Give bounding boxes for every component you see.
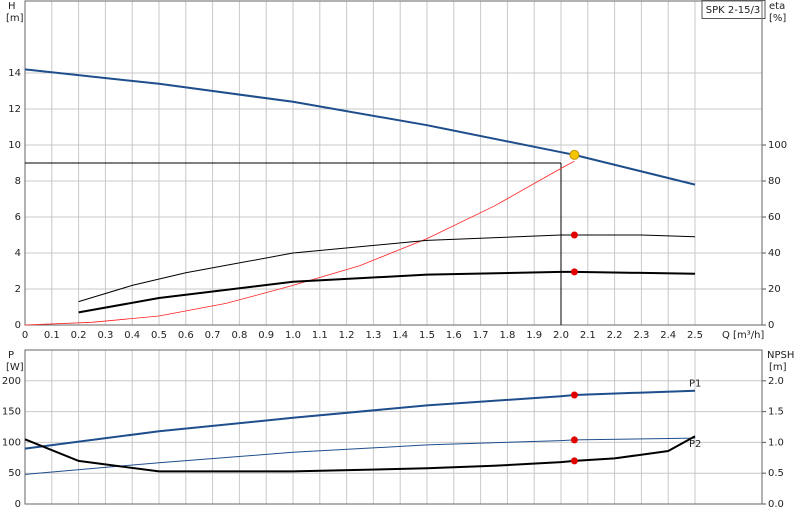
y2-tick-label: 0.0 <box>768 499 784 510</box>
x-tick-label: 1.7 <box>473 330 489 341</box>
y-tick-label: 150 <box>2 407 21 418</box>
x-tick-label: 2.2 <box>607 330 623 341</box>
y-tick-label: 12 <box>8 104 21 115</box>
x-tick-label: 0.2 <box>71 330 87 341</box>
legend-label: P1 <box>689 379 701 390</box>
x-tick-label: 1.3 <box>365 330 381 341</box>
series-line <box>24 160 575 326</box>
y-tick-label: 0 <box>15 320 21 331</box>
x-tick-label: 0.4 <box>124 330 140 341</box>
y2-tick-label: 40 <box>768 248 781 259</box>
operating-point <box>570 268 578 276</box>
y-axis-label: H <box>8 1 16 12</box>
x-tick-label: 2.5 <box>687 330 703 341</box>
y2-tick-label: 0.5 <box>768 468 784 479</box>
y2-axis-unit: [m] <box>769 362 787 373</box>
x-tick-label: 2.3 <box>633 330 649 341</box>
x-tick-label: 0.6 <box>178 330 194 341</box>
operating-point <box>570 231 578 239</box>
y-tick-label: 14 <box>8 68 21 79</box>
y-axis-unit: [m] <box>6 13 24 24</box>
y2-tick-label: 0 <box>768 320 774 331</box>
x-tick-label: 1.2 <box>339 330 355 341</box>
x-tick-label: 2.0 <box>553 330 569 341</box>
x-tick-label: 1.9 <box>526 330 542 341</box>
x-tick-label: 2.4 <box>660 330 676 341</box>
y-tick-label: 2 <box>15 284 21 295</box>
y2-axis-unit: [%] <box>769 13 786 24</box>
x-axis-label: Q [m³/h] <box>722 330 764 341</box>
x-tick-label: 0.3 <box>97 330 113 341</box>
operating-point <box>570 457 578 465</box>
y-tick-label: 200 <box>2 376 21 387</box>
y2-axis-label: NPSH <box>767 350 794 361</box>
x-tick-label: 0 <box>22 330 28 341</box>
x-tick-label: 0.7 <box>205 330 221 341</box>
series-line <box>24 435 696 473</box>
x-tick-label: 0.5 <box>151 330 167 341</box>
x-tick-label: 1.5 <box>419 330 435 341</box>
x-tick-label: 0.8 <box>231 330 247 341</box>
y-tick-label: 50 <box>8 468 21 479</box>
operating-point <box>569 149 580 160</box>
series-line <box>24 68 696 186</box>
y2-tick-label: 80 <box>768 176 781 187</box>
y-tick-label: 4 <box>15 248 21 259</box>
y2-axis-label: eta <box>769 1 785 12</box>
y-tick-label: 100 <box>2 437 21 448</box>
chart-title: SPK 2-15/3 <box>706 5 761 16</box>
y2-tick-label: 2.0 <box>768 376 784 387</box>
x-tick-label: 2.1 <box>580 330 596 341</box>
y2-tick-label: 20 <box>768 284 781 295</box>
y-tick-label: 10 <box>8 140 21 151</box>
x-tick-label: 1.0 <box>285 330 301 341</box>
y-tick-label: 0 <box>15 499 21 510</box>
operating-point <box>570 436 578 444</box>
y2-tick-label: 100 <box>768 140 787 151</box>
x-tick-label: 0.9 <box>258 330 274 341</box>
series-line <box>78 234 696 303</box>
x-tick-label: 1.6 <box>446 330 462 341</box>
y-tick-label: 8 <box>15 176 21 187</box>
x-tick-label: 1.1 <box>312 330 328 341</box>
y2-tick-label: 60 <box>768 212 781 223</box>
operating-point <box>570 391 578 399</box>
x-tick-label: 1.4 <box>392 330 408 341</box>
x-tick-label: 1.8 <box>499 330 515 341</box>
y-tick-label: 6 <box>15 212 21 223</box>
legend-label: P2 <box>689 439 701 450</box>
y-axis-unit: [W] <box>6 362 24 373</box>
y2-tick-label: 1.5 <box>768 407 784 418</box>
x-tick-label: 0.1 <box>44 330 60 341</box>
plot-frame <box>24 349 763 505</box>
series-line <box>78 270 696 314</box>
y2-tick-label: 1.0 <box>768 437 784 448</box>
y-axis-label: P <box>8 350 14 361</box>
